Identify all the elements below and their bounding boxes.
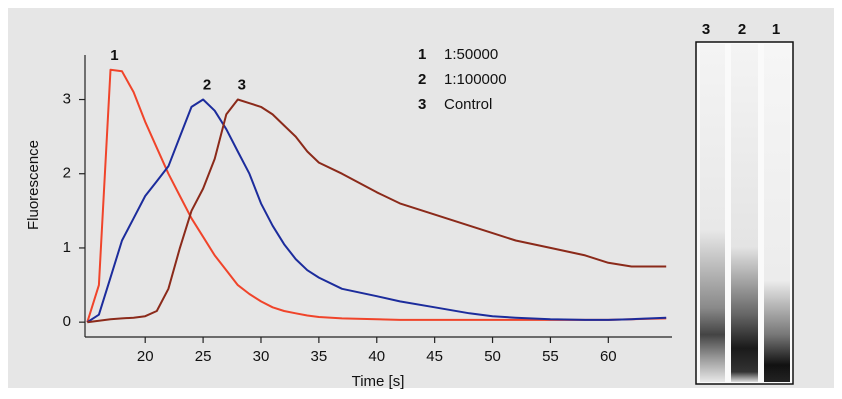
page: 3 2 1 Time [s] Fluorescence 012320253035… — [0, 0, 842, 399]
legend-label: Control — [444, 96, 492, 113]
x-tick-label: 45 — [426, 348, 443, 365]
x-tick-label: 25 — [195, 348, 212, 365]
peak-label: 1 — [110, 47, 118, 64]
x-tick-label: 40 — [368, 348, 385, 365]
legend-number: 1 — [418, 46, 426, 63]
y-tick-label: 3 — [63, 90, 71, 107]
y-axis-label: Fluorescence — [25, 140, 42, 230]
y-tick-label: 2 — [63, 165, 71, 182]
legend-label: 1:50000 — [444, 46, 498, 63]
x-axis-label: Time [s] — [352, 373, 405, 390]
x-tick-label: 60 — [600, 348, 617, 365]
y-tick-label: 0 — [63, 313, 71, 330]
chart: 3 2 1 Time [s] Fluorescence 012320253035… — [0, 0, 842, 394]
gel-lane — [764, 44, 790, 382]
legend-number: 2 — [418, 71, 426, 88]
peak-label: 3 — [238, 76, 246, 93]
gel-lane — [700, 44, 725, 382]
y-tick-label: 1 — [63, 239, 71, 256]
x-tick-label: 20 — [137, 348, 154, 365]
gel-lane-label: 3 — [702, 21, 710, 38]
legend-label: 1:100000 — [444, 71, 507, 88]
gel-lane-label: 2 — [738, 21, 746, 38]
legend-number: 3 — [418, 96, 426, 113]
x-tick-label: 55 — [542, 348, 559, 365]
x-tick-label: 30 — [253, 348, 270, 365]
peak-label: 2 — [203, 76, 211, 93]
gel-lane-label: 1 — [772, 21, 780, 38]
x-tick-label: 35 — [311, 348, 328, 365]
gel-lane — [731, 44, 758, 382]
x-tick-label: 50 — [484, 348, 501, 365]
